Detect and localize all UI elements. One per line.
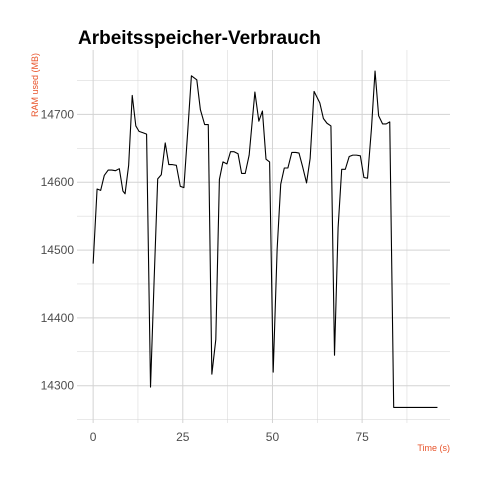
y-tick-label: 14400 xyxy=(41,311,75,325)
x-axis-label: Time (s) xyxy=(417,443,450,453)
series-line xyxy=(92,70,438,408)
chart-title: Arbeitsspeicher-Verbrauch xyxy=(78,28,321,49)
x-tick-label: 0 xyxy=(90,430,97,444)
y-tick-label: 14600 xyxy=(41,175,75,189)
y-tick-label: 14300 xyxy=(41,379,75,393)
tick-labels: 0 25 50 75 14300 14400 14500 14600 14700 xyxy=(41,107,369,444)
y-tick-label: 14700 xyxy=(41,107,75,121)
x-tick-label: 75 xyxy=(355,430,369,444)
x-tick-label: 50 xyxy=(266,430,280,444)
y-tick-label: 14500 xyxy=(41,243,75,257)
x-tick-label: 25 xyxy=(176,430,190,444)
y-axis-label: RAM used (MB) xyxy=(30,53,40,117)
